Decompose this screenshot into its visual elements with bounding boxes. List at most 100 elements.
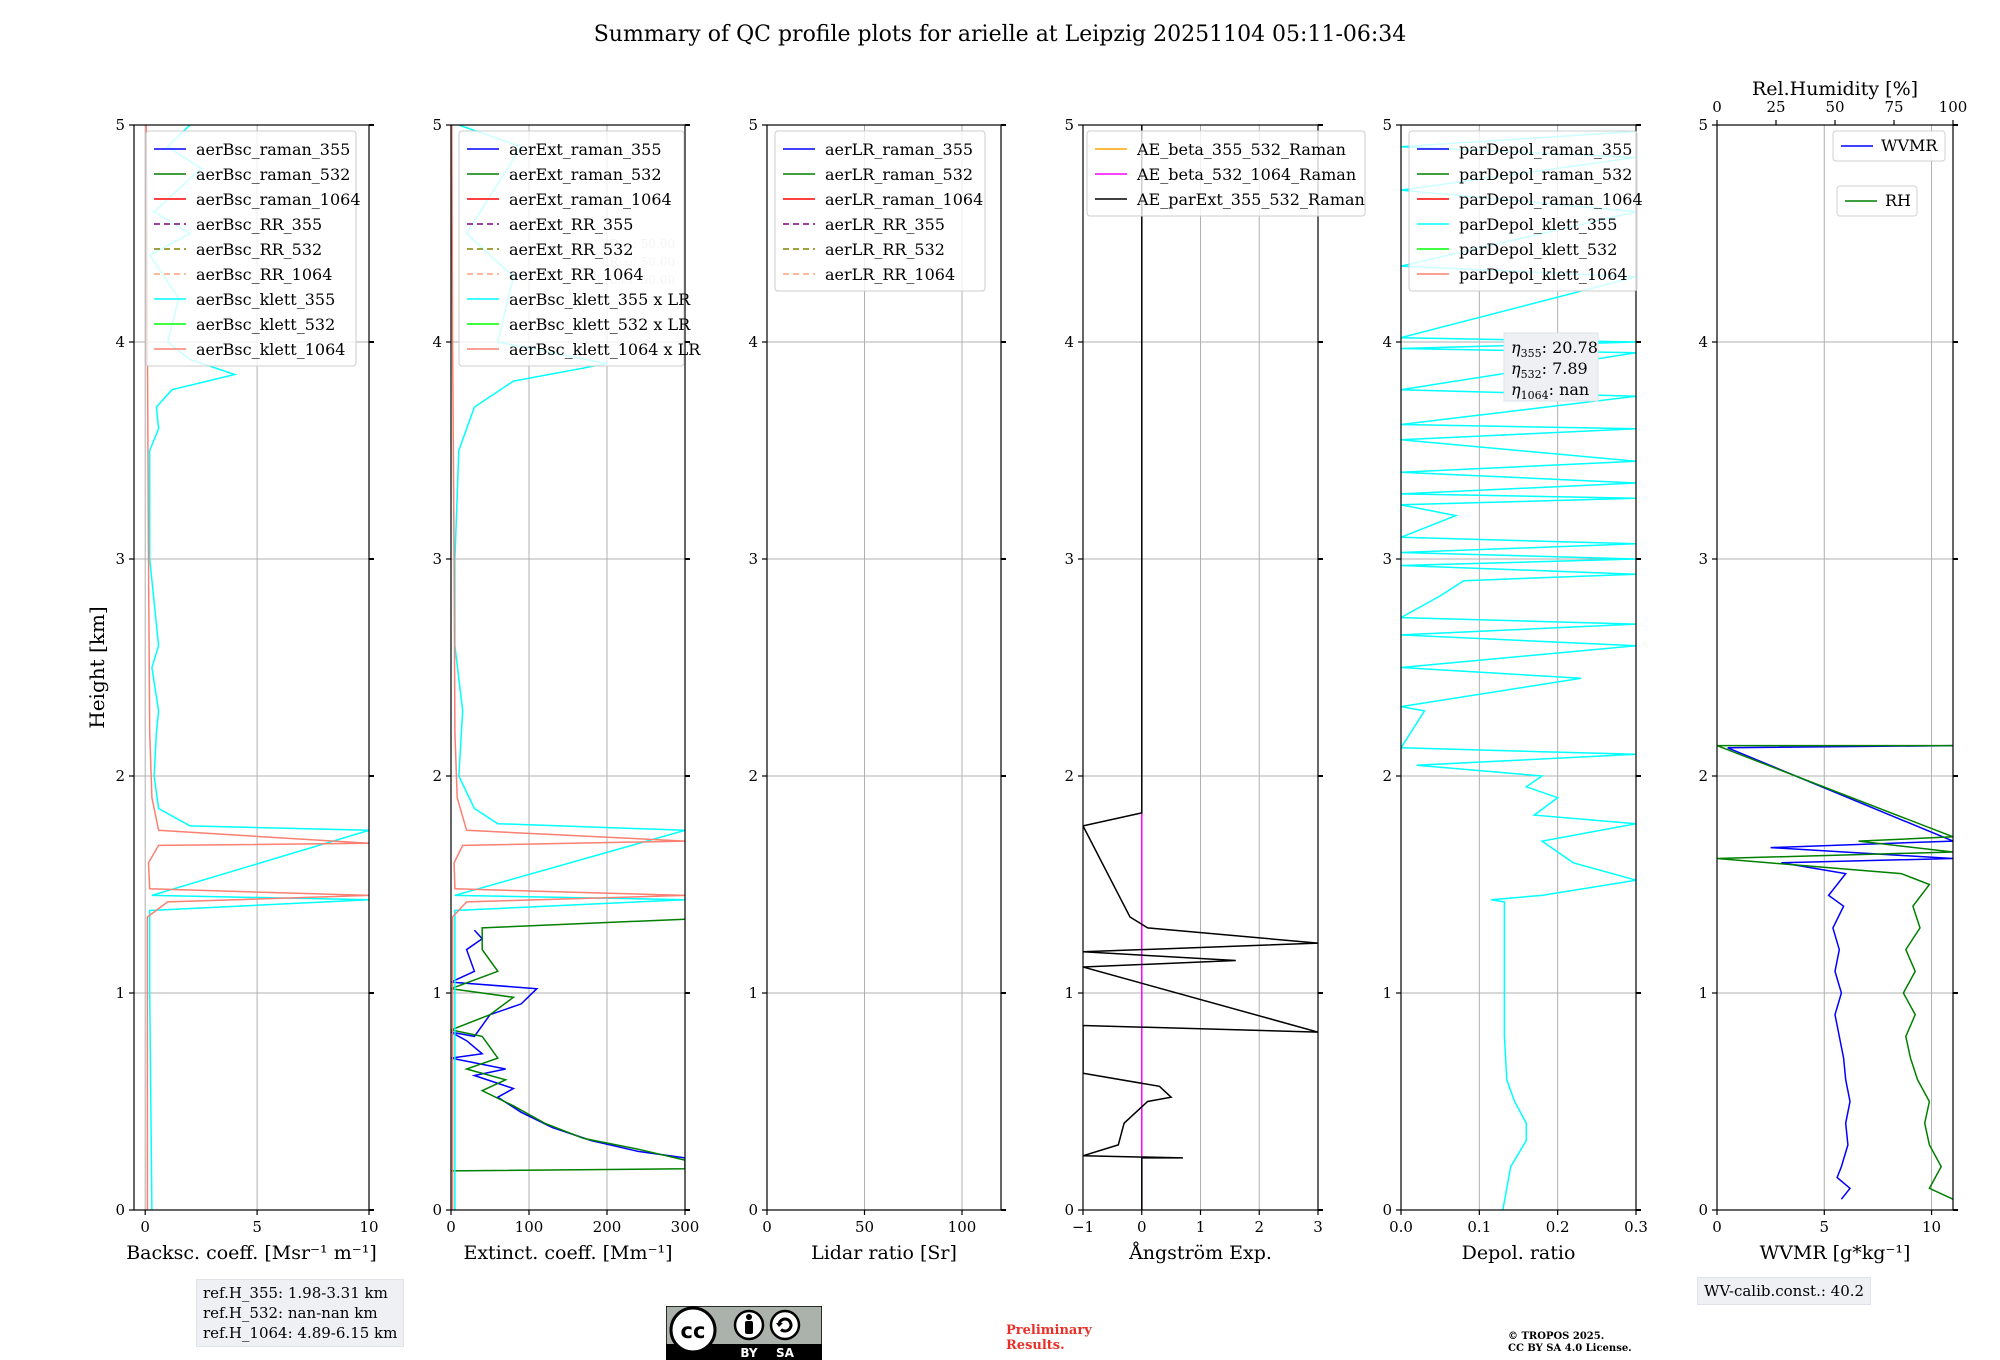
x-tick-label: 0.1: [1467, 1218, 1491, 1236]
x-tick-label: 5: [252, 1218, 262, 1236]
x2-axis-label: Rel.Humidity [%]: [1752, 78, 1918, 100]
x-tick-label: −1: [1072, 1218, 1094, 1236]
y-tick-label: 4: [1382, 333, 1392, 351]
y-tick-label: 1: [432, 984, 442, 1002]
legend-label: RH: [1885, 191, 1911, 210]
cc-by-sa-logo: cc BY SA: [666, 1306, 822, 1360]
wv-calib-constant: WV-calib.const.: 40.2: [1704, 1282, 1865, 1300]
y-tick-label: 0: [115, 1201, 125, 1219]
eta-value: : nan: [1549, 380, 1590, 399]
svg-text:cc: cc: [681, 1319, 706, 1343]
legend-box: [1408, 130, 1638, 292]
x-tick-label: 0: [140, 1218, 150, 1236]
legend-label: aerLR_RR_532: [825, 240, 945, 259]
eta-value: : 7.89: [1542, 359, 1588, 378]
x2-tick-label: 75: [1884, 98, 1903, 116]
legend-label: aerBsc_RR_532: [196, 240, 322, 259]
y-tick-label: 0: [1064, 1201, 1074, 1219]
legend-box: [145, 130, 357, 367]
legend-label: aerExt_raman_355: [509, 140, 662, 159]
x-tick-label: 0.2: [1546, 1218, 1570, 1236]
y-tick-label: 0: [1382, 1201, 1392, 1219]
series-group: [1717, 744, 1953, 1200]
axes-frame: [766, 124, 1002, 1211]
legend-label: aerExt_raman_532: [509, 165, 662, 184]
x-tick-label: 0: [1137, 1218, 1147, 1236]
copyright-line-1: © TROPOS 2025.: [1508, 1331, 1605, 1342]
legend: aerLR_raman_355 aerLR_raman_532 aerLR_rama…: [774, 130, 986, 292]
legend-label: aerBsc_klett_1064: [196, 340, 345, 359]
y-tick-label: 4: [432, 333, 442, 351]
axes-frame: [1400, 124, 1637, 1211]
legend-label: parDepol_raman_355: [1459, 140, 1632, 159]
x-axis-label: Depol. ratio: [1462, 1242, 1576, 1264]
y-tick-label: 4: [1064, 333, 1074, 351]
legend-label: aerLR_raman_532: [825, 165, 973, 184]
x-tick-label: 10: [359, 1218, 378, 1236]
y-tick-label: 2: [432, 767, 442, 785]
y-tick-label: 1: [1698, 984, 1708, 1002]
axes-frame: [450, 124, 686, 1211]
x2-tick-label: 25: [1766, 98, 1785, 116]
legend-label: parDepol_klett_1064: [1459, 265, 1628, 284]
y-tick-label: 3: [432, 550, 442, 568]
series-line-aerBsc_klett_1064: [145, 125, 369, 1210]
x-tick-label: 0: [1712, 1218, 1722, 1236]
x-tick-label: 1: [1196, 1218, 1206, 1236]
legend-label: aerExt_RR_532: [509, 240, 633, 259]
series-line-aerExt_raman_532: [451, 918, 685, 1172]
eta-label: η532: 7.89: [1511, 359, 1588, 381]
wv-calibration-box: WV-calib.const.: 40.2: [1697, 1277, 1872, 1305]
y-tick-label: 4: [1698, 333, 1708, 351]
legend-label: AE_beta_532_1064_Raman: [1136, 165, 1356, 184]
y-tick-label: 2: [1698, 767, 1708, 785]
y-tick-label: 3: [1698, 550, 1708, 568]
eta-label: η1064: nan: [1511, 380, 1589, 402]
legend-label: aerBsc_raman_1064: [196, 190, 361, 209]
y-tick-label: 3: [1064, 550, 1074, 568]
y-tick-label: 1: [1382, 984, 1392, 1002]
legend-box: [1086, 130, 1366, 217]
y-tick-label: 1: [748, 984, 758, 1002]
legend-label: AE_beta_355_532_Raman: [1136, 140, 1346, 159]
legend-label: AE_parExt_355_532_Raman: [1136, 190, 1365, 209]
series-line-aerBsc_klett_1064 x LR: [451, 125, 685, 1210]
x-tick-label: 100: [948, 1218, 977, 1236]
legend-label: WVMR: [1881, 136, 1938, 155]
legend-box: [774, 130, 986, 292]
cc-by-label: BY: [740, 1346, 757, 1360]
y-tick-label: 0: [432, 1201, 442, 1219]
legend-label: aerBsc_RR_355: [196, 215, 322, 234]
x-tick-label: 0.0: [1389, 1218, 1413, 1236]
y-tick-label: 3: [1382, 550, 1392, 568]
eta-label: η355: 20.78: [1511, 338, 1598, 360]
y-tick-label: 1: [115, 984, 125, 1002]
axes-frame: [133, 124, 370, 1211]
y-tick-label: 2: [115, 767, 125, 785]
preliminary-line-1: Preliminary: [1006, 1323, 1092, 1338]
copyright-note: © TROPOS 2025. CC BY SA 4.0 License.: [1508, 1331, 1632, 1355]
x-tick-label: 5: [1819, 1218, 1829, 1236]
series-line-RH: [1717, 744, 1953, 1200]
legend-label: aerBsc_klett_355: [196, 290, 335, 309]
eta-symbol: η: [1511, 380, 1521, 399]
share-alike-icon: [769, 1309, 801, 1341]
panel-1: 0 1 2 3 4 5 0 5 10 Backsc. coeff. [Msr⁻¹ m⁻¹] aerB…: [115, 116, 378, 1264]
legend-label: parDepol_klett_355: [1459, 215, 1617, 234]
x-axis-label: Backsc. coeff. [Msr⁻¹ m⁻¹]: [126, 1242, 377, 1264]
legend: aerExt_raman_355 aerExt_raman_532 aerExt_r…: [458, 130, 701, 367]
x2-tick-label: 50: [1825, 98, 1844, 116]
preliminary-note: Preliminary Results.: [1006, 1323, 1092, 1353]
y-tick-label: 5: [432, 116, 442, 134]
x-axis-label: Ångström Exp.: [1128, 1242, 1272, 1264]
series-line-AE_parExt_355_532_Raman: [1083, 125, 1318, 1210]
series-group: [1083, 125, 1318, 1210]
person-icon: [733, 1309, 765, 1341]
legend-label: aerBsc_raman_532: [196, 165, 350, 184]
series-line-parDepol_klett_355: [1401, 130, 1636, 1210]
legend: aerBsc_raman_355 aerBsc_raman_532 aerBsc_r…: [145, 130, 361, 367]
legend: AE_beta_355_532_Raman AE_beta_532_1064_Ra…: [1086, 130, 1366, 217]
legend-label: parDepol_raman_532: [1459, 165, 1632, 184]
eta-value: : 20.78: [1542, 338, 1598, 357]
x-tick-label: 2: [1254, 1218, 1264, 1236]
